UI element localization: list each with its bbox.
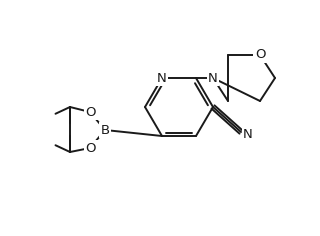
Text: O: O <box>255 49 265 62</box>
Text: N: N <box>243 128 253 142</box>
Text: B: B <box>100 123 109 136</box>
Text: N: N <box>208 72 218 84</box>
Text: O: O <box>86 105 96 118</box>
Text: O: O <box>86 142 96 155</box>
Text: N: N <box>157 72 167 84</box>
